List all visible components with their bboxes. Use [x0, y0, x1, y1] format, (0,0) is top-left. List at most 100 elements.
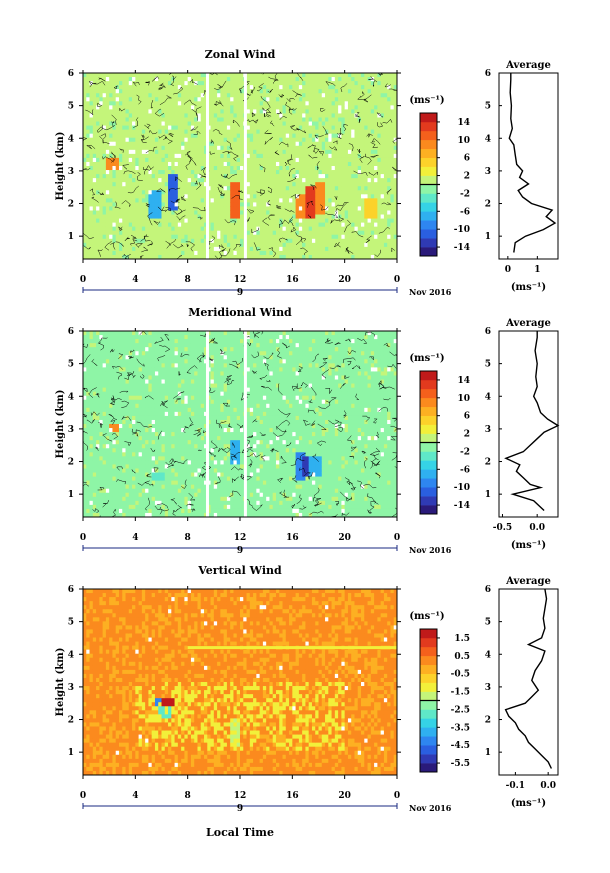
colorbar-tick-label: 14: [457, 118, 470, 128]
colorbar-swatch: [420, 478, 437, 488]
heatmap-field: [83, 331, 398, 518]
y-axis-label: Height (km): [55, 132, 66, 201]
colorbar-tick-label: -14: [454, 501, 470, 511]
missing-column: [205, 73, 209, 259]
heatmap-field: [83, 589, 398, 776]
x-tick-label: 0: [394, 533, 400, 543]
colorbar-tick-label: -14: [454, 243, 470, 253]
panel-title: Meridional Wind: [188, 306, 292, 319]
colorbar-tick-label: 1.5: [454, 634, 470, 644]
colorbar-swatch: [420, 193, 437, 203]
colorbar-swatch: [420, 655, 437, 666]
average-y-tick-label: 2: [485, 458, 491, 468]
colorbar-swatch: [420, 415, 437, 425]
missing-column: [205, 331, 209, 517]
colorbar-swatch: [420, 139, 437, 150]
colorbar-swatch: [420, 442, 437, 452]
contour-lines: [82, 330, 398, 518]
average-y-tick-label: 6: [485, 69, 491, 79]
average-y-tick-label: 2: [485, 200, 491, 210]
average-profile: Average 1 2 3 4 5 6 -0.5 0.0 (ms⁻¹): [485, 318, 560, 551]
average-x-tick-label: -0.5: [493, 523, 512, 533]
y-tick-label: 4: [68, 650, 74, 660]
colorbar-swatch: [420, 646, 437, 657]
y-axis-label: Height (km): [55, 648, 66, 717]
colorbar-tick-label: 2: [464, 172, 470, 182]
y-tick-label: 2: [68, 458, 74, 468]
x-tick-label: 16: [286, 533, 299, 543]
colorbar-swatch: [420, 371, 437, 381]
average-x-label: (ms⁻¹): [511, 798, 546, 809]
average-y-tick-label: 6: [485, 327, 491, 337]
x-tick-label: 0: [80, 275, 86, 285]
date-month-label: Nov 2016: [409, 803, 452, 813]
colorbar-tick-label: -1.5: [451, 688, 470, 698]
average-x-tick-label: 1: [534, 265, 540, 275]
colorbar-swatch: [420, 397, 437, 408]
colorbar-swatch: [420, 247, 437, 257]
average-y-tick-label: 6: [485, 585, 491, 595]
missing-column: [243, 73, 247, 259]
x-tick-label: 12: [234, 791, 247, 801]
colorbar-unit: (ms⁻¹): [409, 95, 444, 106]
colorbar-swatch: [420, 745, 437, 755]
y-tick-label: 1: [68, 490, 74, 500]
colorbar-swatch: [420, 379, 437, 390]
y-tick-label: 3: [68, 425, 74, 435]
y-tick-label: 6: [68, 69, 74, 79]
y-tick-label: 6: [68, 327, 74, 337]
colorbar-swatch: [420, 451, 437, 461]
x-tick-label: 16: [286, 791, 299, 801]
heatmap-field: [83, 73, 398, 260]
colorbar-tick-label: -0.5: [451, 670, 470, 680]
average-x-tick-label: 0.0: [540, 781, 556, 791]
average-y-tick-label: 4: [485, 134, 491, 144]
y-tick-label: 5: [68, 360, 74, 370]
x-tick-label: 12: [234, 533, 247, 543]
colorbar-tick-label: 10: [457, 136, 470, 146]
colorbar-swatch: [420, 220, 437, 230]
colorbar-swatch: [420, 754, 437, 764]
colorbar-tick-label: 0.5: [454, 652, 470, 662]
colorbar-tick-label: -6: [460, 207, 470, 217]
colorbar-tick-label: -5.5: [451, 759, 470, 769]
y-tick-label: 6: [68, 585, 74, 595]
average-profile: Average 1 2 3 4 5 6 0 1 (ms⁻¹): [485, 60, 559, 293]
colorbar-tick-label: 10: [457, 394, 470, 404]
colorbar-tick-label: 2: [464, 430, 470, 440]
x-tick-label: 8: [185, 275, 191, 285]
colorbar-swatch: [420, 388, 437, 399]
x-tick-label: 16: [286, 275, 299, 285]
colorbar-swatch: [420, 637, 437, 648]
y-tick-label: 5: [68, 618, 74, 628]
colorbar-swatch: [420, 718, 437, 728]
average-y-tick-label: 5: [485, 360, 491, 370]
colorbar-swatch: [420, 736, 437, 746]
colorbar-swatch: [420, 121, 437, 132]
colorbar-swatch: [420, 166, 437, 176]
y-tick-label: 1: [68, 748, 74, 758]
y-tick-label: 2: [68, 200, 74, 210]
average-y-tick-label: 3: [485, 683, 491, 693]
y-tick-label: 3: [68, 683, 74, 693]
colorbar-swatch: [420, 691, 437, 701]
x-tick-label: 20: [338, 533, 351, 543]
panel-title: Vertical Wind: [197, 564, 282, 577]
average-y-tick-label: 2: [485, 716, 491, 726]
colorbar-tick-label: -10: [454, 483, 470, 493]
colorbar-swatch: [420, 238, 437, 248]
colorbar-tick-label: -2: [460, 447, 470, 457]
y-tick-label: 4: [68, 392, 74, 402]
y-tick-label: 2: [68, 716, 74, 726]
colorbar-swatch: [420, 406, 437, 416]
colorbar-swatch: [420, 700, 437, 710]
average-x-label: (ms⁻¹): [511, 282, 546, 293]
x-tick-label: 8: [185, 533, 191, 543]
average-profile: Average 1 2 3 4 5 6 -0.1 0.0 (ms⁻¹): [485, 576, 559, 809]
average-x-tick-label: 0: [505, 265, 511, 275]
colorbar: (ms⁻¹) 1.5 0.5 -0.5 -1.5 -2.5 -3.5 -4.5 -5.5: [409, 611, 470, 773]
x-tick-label: 4: [132, 275, 138, 285]
